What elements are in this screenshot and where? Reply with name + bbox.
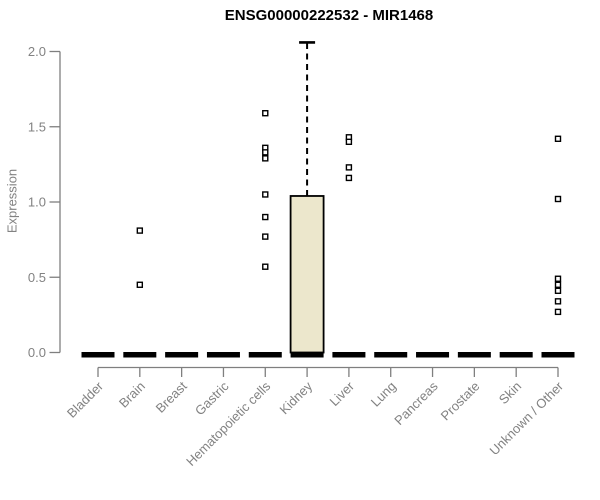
outlier-point-hematopoietic-cells: [262, 155, 269, 162]
median-line-kidney: [290, 352, 324, 358]
outlier-point-unknown-other: [554, 308, 562, 316]
outlier-point-liver: [345, 164, 353, 171]
x-tick-label-prostate: Prostate: [438, 379, 483, 424]
median-line-unknown-other: [541, 352, 575, 358]
y-tick-label: 1.5: [28, 119, 46, 134]
median-line-prostate: [457, 352, 491, 358]
median-line-lung: [374, 352, 408, 358]
median-line-bladder: [81, 352, 115, 358]
x-tick-label-lung: Lung: [368, 379, 399, 410]
chart-title: ENSG00000222532 - MIR1468: [224, 7, 434, 24]
median-line-skin: [499, 352, 533, 358]
x-tick-label-liver: Liver: [326, 378, 357, 409]
median-line-liver: [332, 352, 366, 358]
outlier-point-brain: [136, 227, 144, 234]
x-tick-label-skin: Skin: [496, 379, 524, 407]
outlier-point-hematopoietic-cells: [262, 110, 269, 117]
y-tick-label: 2.0: [28, 44, 46, 59]
y-tick-label: 1.0: [28, 195, 46, 210]
outlier-point-hematopoietic-cells: [262, 149, 269, 156]
median-line-brain: [123, 352, 157, 358]
outlier-point-brain: [136, 281, 144, 288]
outlier-point-hematopoietic-cells: [262, 191, 269, 198]
median-line-hematopoietic-cells: [248, 352, 282, 358]
x-tick-label-pancreas: Pancreas: [391, 378, 441, 428]
median-line-pancreas: [416, 352, 450, 358]
x-tick-label-kidney: Kidney: [276, 378, 315, 417]
outlier-point-hematopoietic-cells: [262, 233, 269, 240]
box-kidney: [289, 195, 325, 354]
y-tick-label: 0.0: [28, 345, 46, 360]
median-line-breast: [165, 352, 199, 358]
outlier-point-unknown-other: [554, 195, 562, 203]
outlier-point-unknown-other: [554, 275, 562, 282]
x-tick-label-bladder: Bladder: [64, 378, 107, 421]
outlier-point-unknown-other: [554, 135, 562, 142]
outlier-point-unknown-other: [554, 281, 562, 288]
outlier-point-hematopoietic-cells: [262, 213, 269, 221]
median-line-gastric: [206, 352, 240, 358]
outlier-point-unknown-other: [554, 287, 562, 294]
y-tick-label: 0.5: [28, 270, 46, 285]
outlier-point-unknown-other: [554, 298, 562, 305]
x-tick-label-gastric: Gastric: [192, 378, 232, 418]
outlier-point-liver: [345, 138, 353, 146]
outlier-point-liver: [345, 174, 353, 182]
x-tick-label-unknown-other: Unknown / Other: [487, 378, 567, 458]
x-tick-label-breast: Breast: [153, 378, 190, 415]
x-tick-label-brain: Brain: [116, 379, 148, 411]
outlier-point-hematopoietic-cells: [262, 263, 269, 270]
